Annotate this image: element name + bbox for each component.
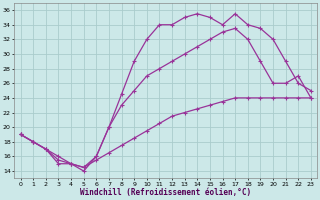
X-axis label: Windchill (Refroidissement éolien,°C): Windchill (Refroidissement éolien,°C) — [80, 188, 251, 197]
